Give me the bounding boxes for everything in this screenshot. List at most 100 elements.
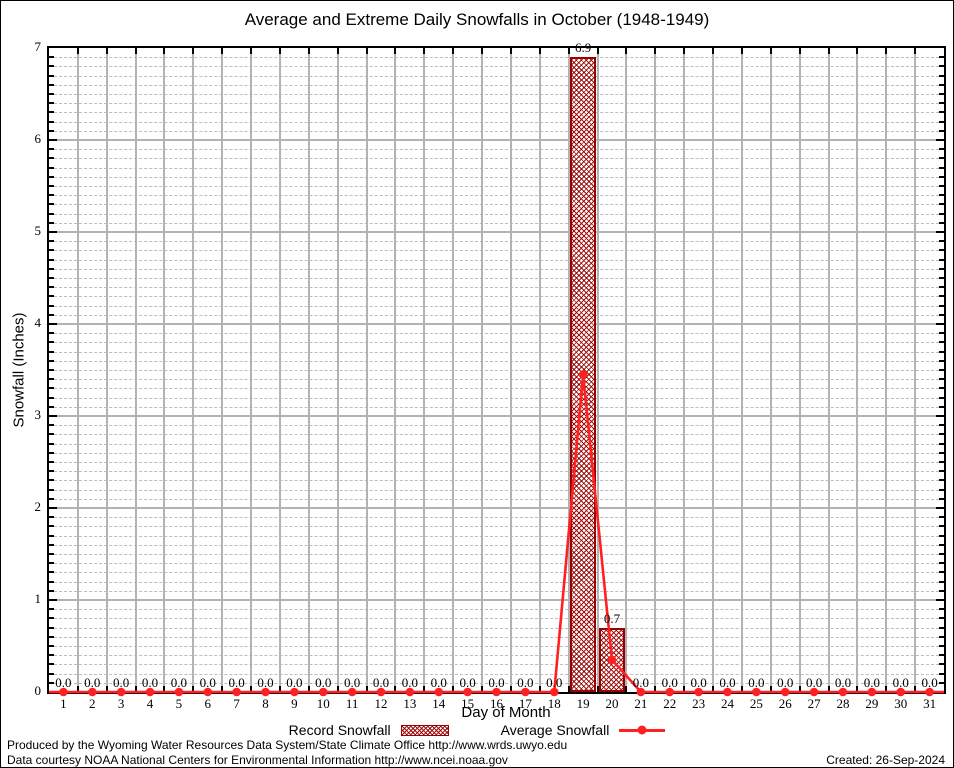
y-axis-tick [49,175,54,178]
grid-major-line [49,139,944,141]
bar-value-label: 0.0 [113,675,130,690]
grid-minor-line [49,84,944,86]
y-axis-tick [49,341,54,344]
x-tick-label: 6 [204,696,212,711]
legend: Record Snowfall Average Snowfall [1,722,953,738]
grid-vertical-line [163,48,166,692]
y-axis-tick [49,65,54,68]
x-axis-tick [769,686,772,692]
grid-vertical-line [192,48,195,692]
y-axis-tick [49,589,54,592]
y-axis-tick [939,148,944,151]
grid-vertical-line [654,48,657,692]
x-axis-tick [567,48,570,54]
average-snowfall-marker [232,687,241,697]
x-axis-tick [192,686,195,692]
y-tick-label: 3 [34,407,42,422]
grid-minor-line [49,609,944,611]
grid-minor-line [49,434,944,436]
grid-vertical-line [452,48,455,692]
x-tick-label: 31 [923,696,937,711]
y-axis-tick [939,479,944,482]
y-axis-tick [939,433,944,436]
x-tick-label: 5 [175,696,183,711]
y-axis-tick [939,451,944,454]
grid-minor-line [49,646,944,647]
x-axis-tick [625,686,628,692]
bar-value-label: 0.0 [748,675,765,690]
x-axis-title-text: Day of Month [461,704,551,721]
grid-vertical-line [394,48,397,692]
y-axis-tick [939,562,944,565]
x-axis-tick [76,48,79,54]
x-axis-tick [885,48,888,54]
bar-value-label: 0.0 [459,675,476,690]
grid-minor-line [49,443,944,445]
y-axis-tick [49,645,54,647]
x-axis-tick [221,686,224,692]
x-axis-tick [423,48,426,54]
y-axis-tick [939,626,944,629]
grid-vertical-line [769,48,772,692]
grid-minor-line [49,351,944,353]
y-axis-tick [49,157,54,160]
grid-minor-line [49,66,944,68]
y-axis-tick [49,488,54,491]
grid-vertical-line [278,48,281,692]
x-tick-label: 21 [634,696,648,711]
grid-vertical-line [307,48,310,692]
x-tick-label: 29 [865,696,879,711]
y-axis-tick [49,405,54,408]
grid-major-line [49,507,944,509]
grid-minor-line [49,222,944,224]
grid-minor-line [49,204,944,206]
x-tick-label: 4 [146,696,154,711]
grid-vertical-line [538,48,541,692]
grid-minor-line [49,425,944,427]
grid-minor-line [49,167,944,169]
average-snowfall-marker [838,687,848,697]
grid-vertical-line [567,48,570,692]
x-tick-label: 20 [605,696,619,711]
y-axis-tick [939,645,944,647]
bar-value-label: 0.0 [719,675,736,690]
y-axis-tick [939,93,944,95]
x-axis-tick [798,48,801,54]
average-snowfall-marker [492,687,501,697]
y-axis-tick [939,617,944,620]
x-axis-tick [481,48,484,54]
x-axis-tick [769,48,772,54]
y-axis-tick [939,525,944,528]
grid-minor-line [49,590,944,592]
y-axis-tick [49,120,54,123]
legend-record-label: Record Snowfall [288,722,391,738]
x-axis-tick [336,686,339,692]
bar-value-label: 0.0 [170,675,188,690]
grid-minor-line [49,130,944,132]
x-tick-label: 1 [60,696,67,711]
grid-vertical-line [134,48,137,692]
y-axis-tick [49,599,57,601]
y-axis-tick [49,608,54,611]
y-axis-tick [936,139,944,141]
x-axis-tick [76,686,79,692]
average-snowfall-marker [607,655,617,665]
x-axis-tick [250,48,253,54]
grid-minor-line [49,682,944,684]
y-axis-tick [939,378,944,381]
grid-minor-line [49,636,944,638]
bar-value-label: 0.0 [921,675,938,690]
grid-minor-line [49,333,944,335]
grid-minor-line [49,581,944,583]
x-axis-tick [307,48,310,54]
x-tick-label: 16 [490,696,503,711]
plot-area [47,46,946,697]
y-axis-tick [49,350,54,353]
x-axis-tick [683,686,686,692]
y-axis-tick [49,516,54,519]
x-axis-tick [452,686,455,692]
y-axis-tick [939,56,944,59]
x-axis-tick [914,686,917,692]
x-axis-tick [625,48,628,54]
y-axis-tick [939,543,944,546]
